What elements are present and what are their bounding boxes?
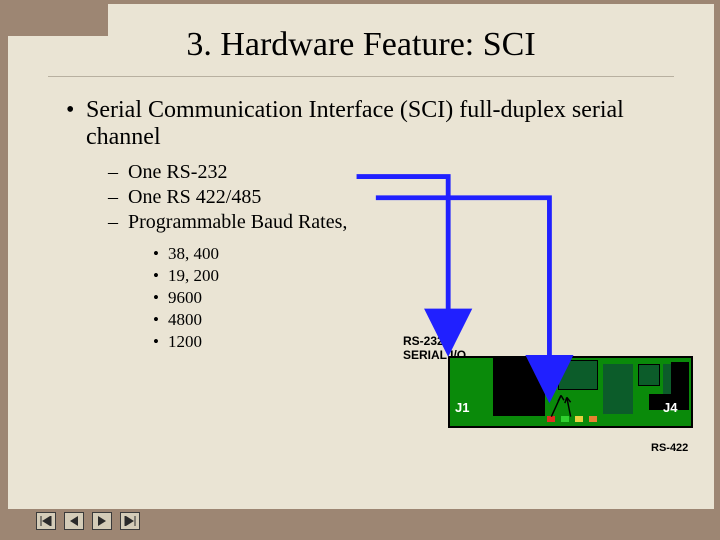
slide-title: 3. Hardware Feature: SCI: [8, 4, 714, 76]
nav-prev-button[interactable]: [64, 512, 84, 530]
corner-tab: [8, 4, 108, 36]
pcb-chip: [603, 364, 633, 414]
bullet-rs232: One RS-232: [48, 161, 674, 184]
pcb-chip: [558, 360, 598, 390]
bullet-rs422: One RS 422/485: [48, 186, 674, 209]
pcb-led-green: [561, 416, 569, 422]
pcb-diagram: RS-232 SERIAL I/O J1 J4 RS-422: [403, 304, 703, 464]
label-j4: J4: [663, 400, 677, 415]
bullet-baudrates: Programmable Baud Rates,: [48, 211, 674, 234]
pcb-chip: [638, 364, 660, 386]
nav-controls: [36, 512, 140, 530]
pcb-led-yellow: [575, 416, 583, 422]
slide: 3. Hardware Feature: SCI Serial Communic…: [8, 4, 714, 509]
nav-next-icon: [96, 516, 108, 526]
label-rs232: RS-232: [403, 334, 444, 348]
nav-prev-icon: [68, 516, 80, 526]
nav-first-button[interactable]: [36, 512, 56, 530]
pcb-led-orange: [589, 416, 597, 422]
nav-last-button[interactable]: [120, 512, 140, 530]
label-j1: J1: [455, 400, 469, 415]
pcb-chip: [549, 360, 555, 376]
pcb-led-red: [547, 416, 555, 422]
sub-bullet-group: One RS-232 One RS 422/485 Programmable B…: [48, 161, 674, 234]
label-rs422: RS-422: [651, 442, 688, 454]
nav-first-icon: [40, 516, 52, 526]
pcb-chip: [493, 358, 545, 416]
nav-next-button[interactable]: [92, 512, 112, 530]
nav-last-icon: [124, 516, 136, 526]
baud-38400: 38, 400: [48, 244, 674, 264]
bullet-main: Serial Communication Interface (SCI) ful…: [48, 97, 674, 151]
baud-19200: 19, 200: [48, 266, 674, 286]
